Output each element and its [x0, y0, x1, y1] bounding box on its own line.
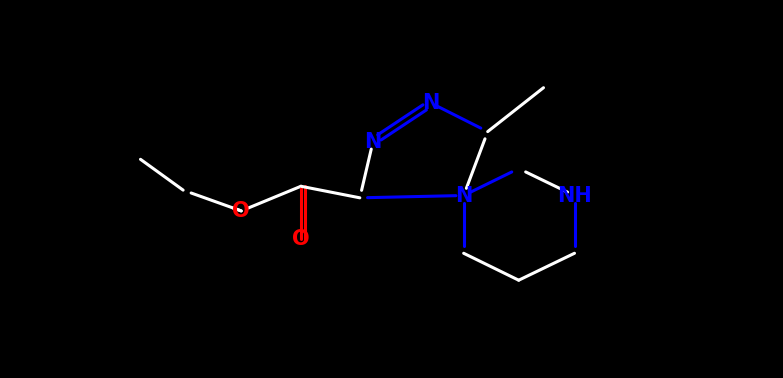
Text: O: O [292, 229, 310, 249]
Text: NH: NH [557, 186, 592, 206]
Text: O: O [233, 201, 250, 221]
Text: N: N [455, 186, 472, 206]
Text: N: N [364, 132, 381, 152]
Text: N: N [423, 93, 440, 113]
